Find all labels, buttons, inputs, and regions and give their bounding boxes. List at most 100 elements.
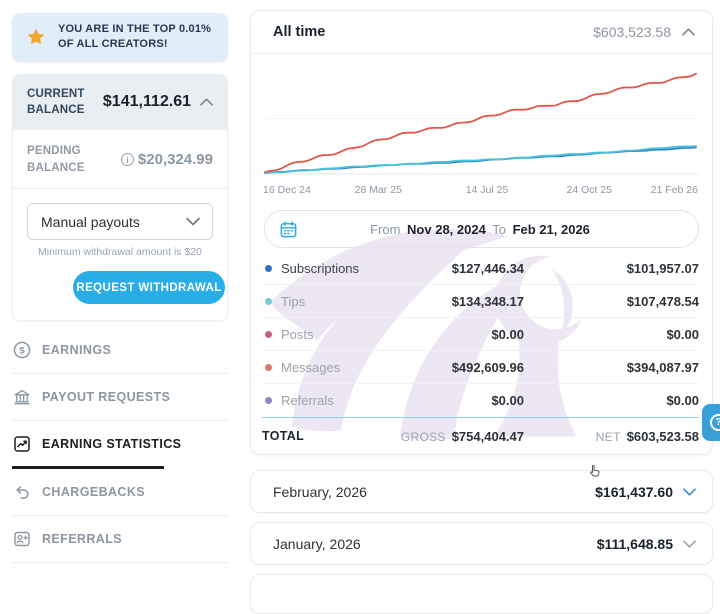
gross-label: GROSS xyxy=(400,429,446,444)
x-tick-label: 16 Dec 24 xyxy=(263,184,311,196)
row-net: $394,087.97 xyxy=(626,359,699,375)
undo-arrow-icon xyxy=(12,483,31,501)
divider xyxy=(12,562,228,564)
table-row: Messages $492,609.96 $394,087.97 xyxy=(262,351,699,384)
row-gross: $127,446.34 xyxy=(451,260,525,276)
divider xyxy=(12,515,228,517)
month-label: January, 2026 xyxy=(273,535,361,552)
chevron-down-icon[interactable] xyxy=(683,539,696,548)
series-dot xyxy=(265,363,272,371)
divider xyxy=(12,420,228,422)
payout-method-select[interactable]: Manual payouts xyxy=(27,203,213,241)
current-balance-value: $141,112.61 xyxy=(102,93,191,111)
total-label: TOTAL xyxy=(262,429,305,443)
help-button[interactable]: ? xyxy=(702,404,720,441)
svg-text:$: $ xyxy=(19,346,25,357)
table-total-row: TOTAL GROSS $754,404.47 NET $603,523.58 xyxy=(262,417,699,454)
row-net: $101,957.07 xyxy=(626,260,699,276)
net-label: NET xyxy=(595,429,621,444)
all-time-header: All time $603,523.58 xyxy=(251,11,712,54)
chevron-up-icon[interactable] xyxy=(200,98,213,107)
table-row: Posts $0.00 $0.00 xyxy=(262,318,699,351)
date-range-text: From Nov 28, 2024 To Feb 21, 2026 xyxy=(265,222,698,237)
chart-x-axis: 16 Dec 24 28 Mar 25 14 Jul 25 24 Oct 25 … xyxy=(263,182,698,200)
series-dot xyxy=(265,264,272,272)
from-date: Nov 28, 2024 xyxy=(407,221,486,237)
top-creator-text: YOU ARE IN THE TOP 0.01% OF ALL CREATORS… xyxy=(58,23,212,51)
sidebar-item-earning-statistics[interactable]: EARNING STATISTICS xyxy=(12,421,228,467)
row-net: $0.00 xyxy=(666,326,699,342)
x-tick-label: 24 Oct 25 xyxy=(566,184,613,196)
table-row: Referrals $0.00 $0.00 xyxy=(262,384,699,417)
row-label: Posts xyxy=(281,326,314,342)
sidebar-item-payout-requests[interactable]: PAYOUT REQUESTS xyxy=(12,374,228,420)
from-label: From xyxy=(370,221,401,237)
bank-icon xyxy=(12,388,31,406)
series-dot xyxy=(265,397,272,404)
info-icon[interactable]: i xyxy=(120,153,134,167)
gross-total-value: $754,404.47 xyxy=(451,428,524,444)
table-row: Tips $134,348.17 $107,478.54 xyxy=(262,285,699,318)
calendar-icon xyxy=(279,220,298,239)
chevron-down-icon[interactable] xyxy=(683,487,696,496)
to-date: Feb 21, 2026 xyxy=(512,221,590,237)
sidebar-item-referrals[interactable]: REFERRALS xyxy=(12,516,228,562)
period-total: $603,523.58 xyxy=(593,24,671,40)
month-total: $111,648.85 xyxy=(596,535,673,552)
sidebar-item-label: EARNINGS xyxy=(42,343,112,358)
help-icon: ? xyxy=(710,414,720,431)
row-label: Messages xyxy=(281,359,341,375)
earnings-sidebar: YOU ARE IN THE TOP 0.01% OF ALL CREATORS… xyxy=(12,13,228,564)
earnings-breakdown-table: Subscriptions $127,446.34 $101,957.07 Ti… xyxy=(262,252,699,454)
x-tick-label: 14 Jul 25 xyxy=(465,184,509,196)
series-dot xyxy=(265,297,272,305)
star-icon xyxy=(26,27,46,47)
row-label: Referrals xyxy=(281,393,334,408)
row-gross: $134,348.17 xyxy=(451,293,524,309)
sidebar-item-label: EARNING STATISTICS xyxy=(42,437,182,452)
current-balance-label: CURRENT BALANCE xyxy=(27,87,85,117)
referral-badge-icon xyxy=(12,530,31,548)
dollar-circle-icon: $ xyxy=(12,341,31,359)
balance-card: CURRENT BALANCE $141,112.61 PENDING BALA… xyxy=(12,73,228,322)
table-row: Subscriptions $127,446.34 $101,957.07 xyxy=(262,252,699,285)
series-dot xyxy=(265,330,272,338)
min-withdrawal-hint: Minimum withdrawal amount is $20 xyxy=(38,246,202,259)
divider xyxy=(12,373,228,375)
sidebar-item-label: REFERRALS xyxy=(42,532,122,547)
month-total: $161,437.60 xyxy=(595,483,673,500)
chevron-up-icon[interactable] xyxy=(682,28,695,36)
period-title: All time xyxy=(273,24,326,40)
chevron-down-icon xyxy=(186,213,200,231)
sidebar-item-chargebacks[interactable]: CHARGEBACKS xyxy=(12,469,228,515)
earnings-line-chart xyxy=(263,62,698,180)
pending-balance-row: PENDING BALANCE i $20,324.99 xyxy=(13,130,227,188)
to-label: To xyxy=(492,221,506,237)
row-gross: $0.00 xyxy=(491,326,524,342)
pending-balance-label: PENDING BALANCE xyxy=(27,145,85,174)
row-gross: $492,609.96 xyxy=(451,359,524,375)
request-withdrawal-button[interactable]: REQUEST WITHDRAWAL xyxy=(73,271,225,305)
sidebar-item-earnings[interactable]: $ EARNINGS xyxy=(12,327,228,373)
sidebar-item-label: CHARGEBACKS xyxy=(42,485,146,500)
x-tick-label: 28 Mar 25 xyxy=(354,184,402,196)
date-range-picker[interactable]: From Nov 28, 2024 To Feb 21, 2026 xyxy=(264,210,699,248)
row-label: Subscriptions xyxy=(281,260,360,276)
net-total: NET $603,523.58 xyxy=(524,429,699,444)
chart-icon xyxy=(12,435,31,453)
divider xyxy=(13,188,227,190)
pending-balance-value: $20,324.99 xyxy=(137,151,213,169)
row-net: $0.00 xyxy=(666,393,699,408)
top-creator-banner: YOU ARE IN THE TOP 0.01% OF ALL CREATORS… xyxy=(12,13,228,62)
row-net: $107,478.54 xyxy=(626,293,699,309)
row-label: Tips xyxy=(281,293,306,309)
month-panel-january-2026[interactable]: January, 2026 $111,648.85 xyxy=(250,522,713,565)
month-panel-partial[interactable] xyxy=(250,574,713,614)
month-label: February, 2026 xyxy=(273,483,367,500)
x-tick-label: 21 Feb 26 xyxy=(650,184,698,196)
current-balance-header: CURRENT BALANCE $141,112.61 xyxy=(13,74,227,131)
month-panel-february-2026[interactable]: February, 2026 $161,437.60 xyxy=(250,470,713,513)
active-tab-underline xyxy=(12,466,164,470)
net-total-value: $603,523.58 xyxy=(626,428,699,444)
all-time-statistics-panel: All time $603,523.58 16 Dec 24 28 Mar 25… xyxy=(250,10,713,455)
